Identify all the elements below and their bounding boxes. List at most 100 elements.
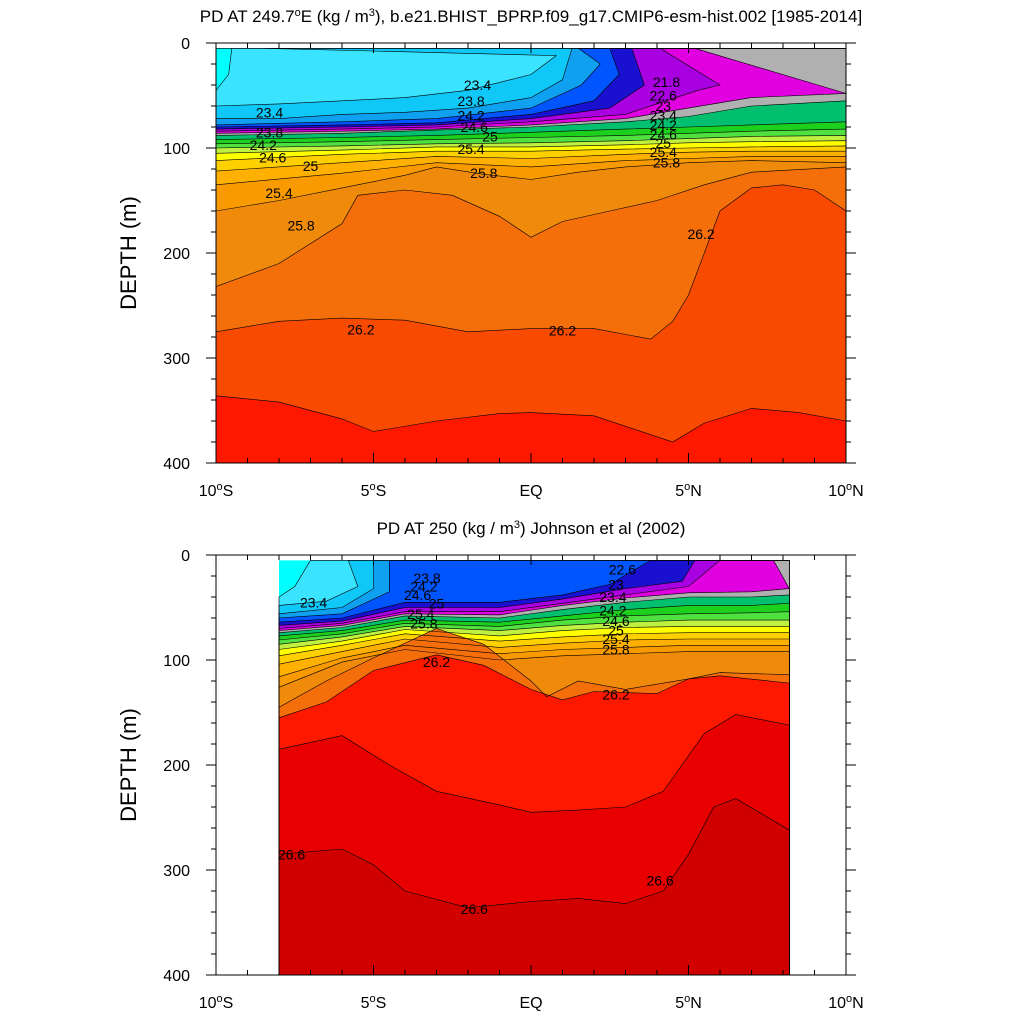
x-tick-label: 10oS (199, 993, 234, 1012)
panel-top-title-power: 3 (369, 7, 375, 19)
contour-line (216, 395, 846, 463)
contour-label: 24.2 (410, 579, 437, 595)
panel-top-contour-labels: 23.423.824.224.62525.425.823.423.824.224… (250, 74, 715, 339)
contour-line (216, 140, 846, 463)
y-tick-label: 400 (163, 968, 190, 985)
contour-label: 23.8 (256, 124, 283, 140)
x-tick-label: 10oN (828, 993, 863, 1012)
no-data-region-left (216, 555, 279, 975)
x-tick-label-hemisphere: N (852, 483, 864, 500)
panel-top-title-main: PD AT 249.7 (200, 7, 295, 26)
x-tick-label-number: 5 (675, 995, 684, 1012)
panel-top-contour-fill (216, 43, 846, 463)
contour-label: 26.2 (423, 654, 450, 670)
x-tick-label-hemisphere: N (690, 483, 702, 500)
panel-top-title-rest: ), b.e21.BHIST_BPRP.f09_g17.CMIP6-esm-hi… (375, 7, 862, 26)
x-tick-label: 5oN (675, 481, 702, 500)
contour-label: 25 (656, 135, 672, 151)
panel-bottom-y-tick-labels: 0 100 200 300 400 (163, 548, 190, 985)
y-tick-label: 100 (163, 141, 190, 158)
contour-label: 24.2 (599, 603, 626, 619)
contour-label: 22.6 (650, 88, 677, 104)
contour-label: 25 (608, 623, 624, 639)
x-tick-label-degree: o (370, 481, 376, 493)
y-tick-label: 200 (163, 246, 190, 263)
panel-bottom-contour-fill (216, 555, 846, 975)
panel-top-title: PD AT 249.7oE (kg / m3), b.e21.BHIST_BPR… (200, 7, 862, 26)
panel-bottom-title-rest: ) Johnson et al (2002) (520, 519, 685, 538)
contour-line (216, 160, 846, 463)
x-tick-label-number: EQ (519, 483, 542, 500)
contour-label: 23.4 (650, 107, 677, 123)
contour-line (216, 47, 846, 463)
x-tick-label-number: 5 (361, 483, 370, 500)
panel-bottom-title-power: 3 (514, 519, 520, 531)
contour-line (216, 47, 846, 463)
y-tick-label: 0 (181, 36, 190, 53)
contour-line (216, 100, 846, 463)
x-tick-label-number: 10 (199, 995, 217, 1012)
contour-label: 26.2 (347, 322, 374, 338)
x-tick-label-number: 5 (675, 483, 684, 500)
contour-fill-band (216, 184, 846, 463)
contour-label: 26.6 (461, 901, 488, 917)
contour-line (216, 150, 846, 463)
x-tick-label-hemisphere: S (223, 995, 234, 1012)
panel-bottom: PD AT 250 (kg / m3) Johnson et al (2002)… (116, 519, 864, 1012)
contour-line (216, 47, 846, 463)
contour-line (216, 47, 846, 463)
x-tick-label: 5oS (361, 993, 387, 1012)
panel-bottom-x-tick-labels: 10oS 5oS EQ 5oN 10oN (199, 993, 864, 1012)
panel-bottom-contour-labels: 23.423.824.224.62525.425.822.62323.424.2… (278, 562, 674, 917)
contour-label: 26.2 (602, 687, 629, 703)
panel-bottom-title: PD AT 250 (kg / m3) Johnson et al (2002) (377, 519, 686, 538)
contour-line (216, 47, 846, 463)
contour-line (216, 166, 846, 463)
contour-label: 23 (608, 576, 624, 592)
panel-bottom-y-axis-label: DEPTH (m) (116, 708, 141, 822)
x-tick-label-degree: o (370, 993, 376, 1005)
x-tick-label: EQ (519, 483, 542, 500)
contour-label: 24.6 (602, 613, 629, 629)
panel-bottom-title-main: PD AT 250 (kg / m (377, 519, 514, 538)
contour-line (216, 135, 846, 463)
contour-label: 23.4 (300, 594, 327, 610)
contour-line (278, 798, 790, 975)
x-tick-label-number: 10 (199, 483, 217, 500)
contour-label: 24.6 (650, 126, 677, 142)
contour-line (278, 649, 790, 975)
contour-label: 24.2 (250, 137, 277, 153)
contour-label: 25.8 (470, 165, 497, 181)
contour-label: 26.2 (687, 226, 714, 242)
x-tick-label-hemisphere: S (376, 995, 387, 1012)
x-tick-label-degree: o (684, 481, 690, 493)
contour-label: 23.4 (464, 77, 491, 93)
x-tick-label-hemisphere: N (852, 995, 864, 1012)
contour-label: 25.4 (650, 144, 677, 160)
contour-line (216, 184, 846, 463)
x-tick-label-degree: o (217, 993, 223, 1005)
contour-label: 24.2 (650, 117, 677, 133)
no-data-region-right (789, 555, 846, 975)
x-tick-label-degree: o (846, 481, 852, 493)
contour-line (216, 128, 846, 463)
contour-fill-band (216, 395, 846, 463)
panel-top-ticks (206, 42, 856, 464)
y-tick-label: 0 (181, 548, 190, 565)
panel-top-contour-lines (216, 47, 846, 463)
contour-fill-band (279, 798, 790, 975)
contour-label: 22.6 (609, 562, 636, 578)
contour-label: 23.8 (413, 570, 440, 586)
contour-label: 25.8 (653, 155, 680, 171)
contour-label: 23.4 (256, 104, 283, 120)
panel-top-y-tick-labels: 0 100 200 300 400 (163, 36, 190, 473)
contour-line (278, 611, 790, 975)
contour-label: 25 (482, 128, 498, 144)
contour-line (278, 632, 790, 975)
contour-line (216, 156, 846, 463)
contour-label: 25.8 (287, 218, 314, 234)
contour-line (278, 594, 790, 975)
x-tick-label-number: EQ (519, 995, 542, 1012)
x-tick-label: 10oS (199, 481, 234, 500)
